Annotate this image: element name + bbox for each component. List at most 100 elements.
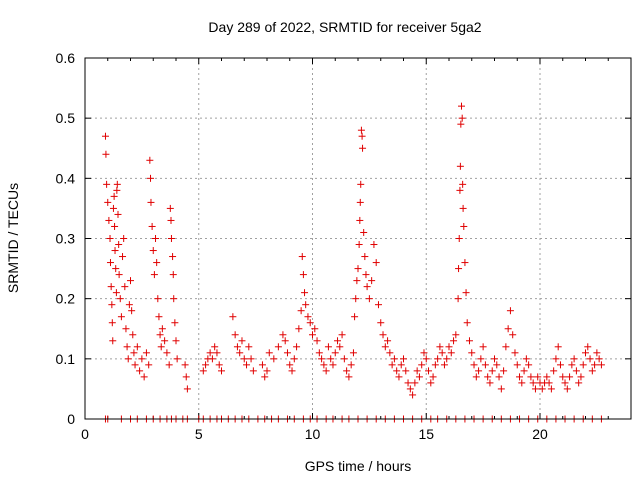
data-point — [359, 144, 367, 152]
data-point — [279, 331, 287, 339]
data-point — [458, 102, 466, 110]
data-point — [120, 235, 128, 242]
data-point — [452, 331, 460, 339]
data-point — [481, 361, 489, 369]
data-point — [597, 361, 605, 369]
data-point — [349, 349, 357, 357]
data-point — [531, 385, 539, 393]
data-point — [247, 355, 255, 363]
data-point — [208, 355, 216, 363]
data-point — [397, 361, 405, 369]
data-point — [518, 379, 526, 387]
data-point — [447, 349, 455, 357]
data-point — [493, 361, 501, 369]
data-point — [561, 379, 569, 387]
data-point — [133, 343, 141, 351]
data-point — [309, 331, 316, 339]
data-point — [459, 180, 467, 188]
data-point — [147, 198, 155, 206]
data-point — [299, 271, 307, 279]
data-point — [182, 373, 190, 381]
y-tick-label: 0.6 — [56, 50, 76, 66]
data-point — [355, 241, 363, 249]
data-point — [122, 325, 130, 333]
data-point — [427, 379, 435, 387]
data-point — [163, 349, 171, 357]
data-point — [395, 373, 403, 381]
data-point — [393, 367, 401, 375]
data-point — [263, 367, 271, 375]
data-point — [107, 283, 115, 291]
data-point — [488, 367, 496, 375]
tick-layer: 0 5 10 15 20 0 0.1 0.2 0.3 0.4 0.5 0.6 — [56, 50, 631, 442]
data-point — [115, 271, 123, 279]
data-point — [450, 337, 458, 345]
data-point — [158, 325, 166, 333]
y-tick-label: 0.4 — [56, 170, 76, 186]
data-point — [336, 343, 344, 351]
data-point — [297, 307, 305, 315]
data-point — [105, 216, 113, 224]
data-point — [166, 204, 174, 212]
data-point — [513, 361, 521, 369]
y-tick-label: 0 — [67, 411, 75, 427]
data-point — [566, 373, 574, 381]
data-point — [150, 271, 158, 279]
data-point — [149, 247, 157, 255]
data-point — [420, 349, 428, 357]
data-point — [381, 343, 389, 351]
data-point — [422, 355, 430, 363]
data-point — [146, 156, 154, 164]
data-point — [111, 247, 119, 255]
data-point — [404, 379, 412, 387]
data-point — [363, 283, 371, 291]
data-point — [520, 367, 528, 375]
data-point — [593, 349, 601, 357]
data-point — [400, 355, 407, 363]
data-point — [484, 373, 492, 381]
data-point — [568, 361, 576, 369]
data-point — [443, 355, 451, 363]
data-point — [388, 361, 396, 369]
data-points — [101, 102, 605, 423]
data-point — [183, 385, 191, 393]
data-point — [229, 313, 237, 321]
data-point — [522, 355, 530, 363]
data-point — [112, 289, 120, 297]
data-point — [202, 361, 210, 369]
data-point — [109, 204, 117, 212]
x-tick-label: 0 — [81, 426, 89, 442]
data-point — [470, 361, 478, 369]
data-point — [577, 373, 585, 381]
data-point — [552, 355, 560, 363]
data-point — [306, 319, 314, 327]
data-point — [525, 361, 533, 369]
data-point — [586, 355, 594, 363]
data-point — [115, 241, 123, 249]
data-point — [343, 367, 351, 375]
data-point — [213, 349, 221, 357]
data-point — [588, 367, 596, 375]
data-point — [311, 325, 319, 333]
data-point — [345, 373, 353, 381]
data-point — [265, 349, 273, 357]
data-point — [206, 349, 214, 357]
data-point — [334, 337, 342, 345]
data-point — [140, 373, 148, 381]
data-point — [104, 198, 112, 206]
data-point — [527, 373, 535, 381]
data-point — [365, 295, 373, 303]
data-point — [243, 361, 251, 369]
data-point — [119, 253, 127, 261]
data-point — [128, 307, 136, 315]
data-point — [357, 180, 365, 188]
data-point — [575, 379, 583, 387]
x-tick-label: 15 — [418, 426, 434, 442]
data-point — [534, 373, 542, 381]
data-point — [327, 355, 335, 363]
data-point — [516, 373, 524, 381]
data-point — [101, 132, 109, 140]
y-tick-label: 0.3 — [56, 231, 76, 247]
data-point — [315, 349, 323, 357]
